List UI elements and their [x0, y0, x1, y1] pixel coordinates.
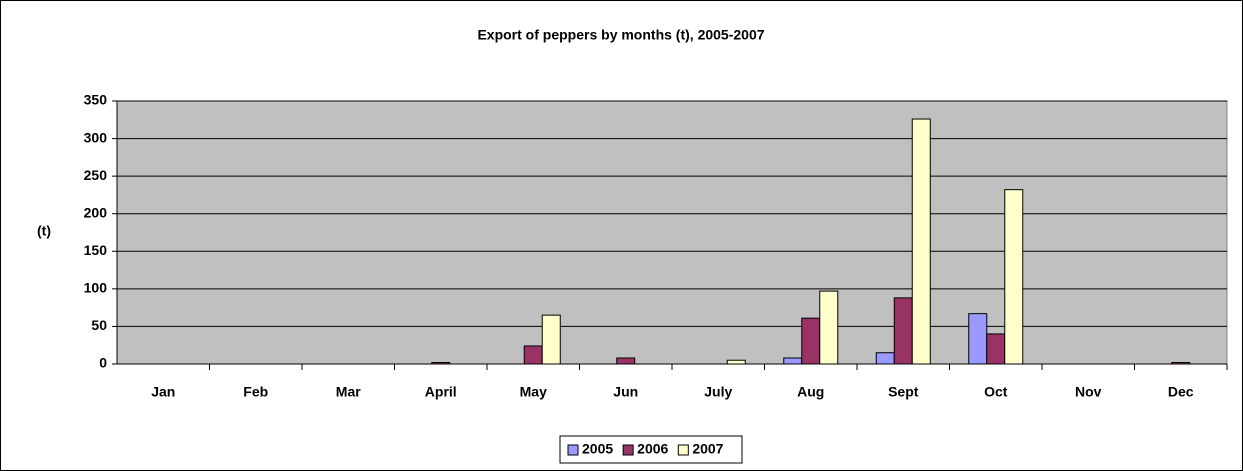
bar — [875, 352, 895, 365]
bar — [1004, 189, 1024, 365]
legend-label: 2006 — [637, 441, 668, 457]
legend-swatch — [567, 444, 579, 456]
plot-area — [116, 100, 1228, 365]
legend-swatch — [622, 444, 634, 456]
y-tick-label: 150 — [84, 242, 108, 258]
y-tick-label: 0 — [99, 355, 107, 371]
x-tick-label: Aug — [797, 384, 824, 400]
y-axis-label: (t) — [37, 223, 51, 239]
chart-title: Export of peppers by months (t), 2005-20… — [477, 27, 764, 43]
y-tick-label: 300 — [84, 129, 108, 145]
x-tick-label: Nov — [1075, 384, 1102, 400]
bar — [893, 297, 913, 365]
x-tick-label: July — [704, 384, 732, 400]
legend-label: 2005 — [582, 441, 613, 457]
bar — [801, 317, 821, 365]
bar — [616, 357, 636, 365]
bar — [911, 118, 931, 365]
bar — [783, 357, 803, 365]
x-tick-label: Oct — [984, 384, 1008, 400]
y-tick-label: 350 — [84, 92, 108, 108]
legend-swatch — [677, 444, 689, 456]
x-tick-label: Sept — [888, 384, 919, 400]
y-tick-label: 50 — [91, 317, 107, 333]
bar — [819, 290, 839, 365]
bar — [726, 359, 746, 365]
x-tick-label: Mar — [336, 384, 361, 400]
legend-label: 2007 — [692, 441, 723, 457]
x-tick-label: Jun — [613, 384, 638, 400]
y-tick-label: 100 — [84, 280, 108, 296]
x-tick-label: Dec — [1168, 384, 1194, 400]
x-tick-label: Jan — [151, 384, 175, 400]
x-tick-label: April — [425, 384, 457, 400]
bar — [523, 345, 543, 365]
x-tick-label: May — [520, 384, 547, 400]
bar — [541, 314, 561, 365]
y-tick-label: 250 — [84, 167, 108, 183]
bar — [968, 313, 988, 365]
legend-box — [559, 435, 743, 464]
y-tick-label: 200 — [84, 204, 108, 220]
x-tick-label: Feb — [243, 384, 268, 400]
bar — [986, 333, 1006, 365]
